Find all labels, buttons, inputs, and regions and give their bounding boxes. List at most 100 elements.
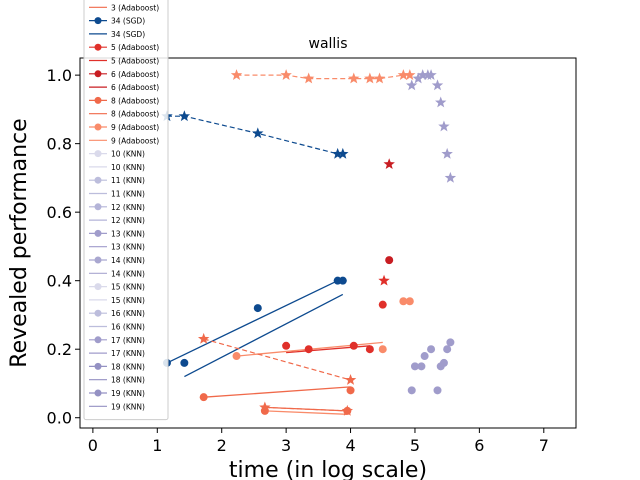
dot-point-4-0 [199, 393, 208, 402]
y-tick-label: 0.2 [47, 340, 72, 359]
series-line-4 [203, 386, 351, 398]
x-tick-label: 5 [410, 436, 420, 455]
legend-label: 6 (Adaboost) [111, 70, 159, 79]
dot-point-1-1 [378, 345, 387, 354]
legend-label: 9 (Adaboost) [111, 123, 159, 132]
dot-point-6-2 [417, 362, 426, 371]
y-tick-label: 1.0 [47, 66, 72, 85]
star-point-1-3 [348, 72, 360, 84]
star-point-0-4 [337, 147, 349, 159]
dot-point-2-2 [349, 341, 358, 350]
y-tick-label: 0.0 [47, 409, 72, 428]
dot-point-3-0 [385, 256, 394, 265]
legend-marker [94, 150, 102, 158]
legend-label: 10 (KNN) [111, 150, 145, 159]
x-tick-label: 7 [539, 436, 549, 455]
series-line-0 [184, 293, 344, 378]
star-point-1-0 [230, 69, 243, 80]
star-series-line-1 [236, 74, 410, 80]
legend-label: 16 (KNN) [111, 323, 145, 332]
legend-marker [94, 362, 102, 370]
legend-marker [94, 309, 102, 317]
y-tick-label: 0.8 [47, 135, 72, 154]
dot-point-2-3 [365, 345, 374, 354]
legend-marker [94, 203, 102, 211]
dot-point-6-1 [410, 362, 419, 371]
x-tick-label: 2 [217, 436, 227, 455]
legend-label: 15 (KNN) [111, 296, 145, 305]
legend-marker [94, 229, 102, 237]
star-point-6-4 [425, 69, 437, 80]
legend-marker [94, 43, 102, 51]
star-series-line-4 [203, 338, 351, 381]
dot-point-6-7 [439, 358, 448, 367]
legend-label: 19 (KNN) [111, 402, 145, 411]
legend-label: 3 (Adaboost) [111, 3, 159, 12]
dot-point-2-1 [304, 345, 313, 354]
legend-marker [94, 283, 102, 291]
legend: 3 (Adaboost)3 (Adaboost)34 (SGD)34 (SGD)… [83, 0, 169, 421]
legend-marker [94, 389, 102, 397]
legend-label: 8 (Adaboost) [111, 96, 159, 105]
star-point-1-4 [364, 72, 376, 84]
star-point-6-8 [441, 147, 453, 159]
legend-marker [94, 96, 102, 104]
legend-label: 14 (KNN) [111, 269, 145, 278]
dot-point-6-8 [443, 345, 452, 354]
dot-point-1-3 [405, 297, 414, 306]
legend-marker [94, 336, 102, 344]
star-point-4-0 [197, 332, 210, 344]
plot-frame [79, 57, 577, 429]
legend-label: 17 (KNN) [111, 336, 145, 345]
star-point-1-7 [404, 69, 416, 80]
legend-label: 34 (SGD) [111, 30, 145, 39]
legend-label: 17 (KNN) [111, 349, 145, 358]
x-tick-label: 6 [474, 436, 484, 455]
star-point-1-5 [373, 72, 386, 84]
star-point-6-1 [412, 72, 424, 84]
star-point-1-1 [280, 69, 292, 80]
legend-box [83, 0, 169, 421]
dot-point-6-3 [420, 352, 429, 361]
legend-label: 34 (SGD) [111, 17, 145, 26]
star-point-6-9 [444, 171, 457, 183]
y-tick-label: 0.4 [47, 272, 72, 291]
star-point-6-2 [416, 69, 429, 80]
series-line-1 [166, 280, 338, 364]
dot-point-5-1 [343, 406, 352, 415]
x-tick-label: 4 [345, 436, 355, 455]
star-point-5-0 [259, 401, 271, 413]
legend-marker [94, 256, 102, 264]
dot-point-0-4 [338, 276, 347, 285]
legend-label: 10 (KNN) [111, 163, 145, 172]
legend-label: 11 (KNN) [111, 176, 145, 185]
star-point-3-0 [378, 274, 390, 286]
legend-marker [94, 123, 102, 131]
dot-point-6-5 [433, 386, 442, 395]
star-point-0-3 [331, 147, 344, 159]
dot-point-0-2 [253, 304, 262, 313]
x-tick-label: 1 [152, 436, 162, 455]
legend-label: 5 (Adaboost) [111, 57, 159, 66]
legend-label: 6 (Adaboost) [111, 83, 159, 92]
dot-point-4-1 [346, 386, 355, 395]
star-point-1-6 [397, 69, 410, 80]
star-point-1-2 [302, 72, 315, 84]
x-axis-label: time (in log scale) [229, 458, 427, 480]
dot-point-6-4 [427, 345, 436, 354]
legend-marker [94, 176, 102, 184]
series-line-6 [264, 410, 348, 415]
legend-label: 8 (Adaboost) [111, 110, 159, 119]
star-point-2-0 [383, 158, 395, 170]
star-series-line-5 [264, 406, 348, 412]
dot-point-2-0 [282, 341, 291, 350]
star-point-6-5 [431, 79, 444, 91]
axis-ticks: 0 1 2 3 4 5 6 7 0.0 0.2 0.4 0.6 0.8 1.0 [47, 66, 549, 455]
dot-point-6-0 [407, 386, 416, 395]
legend-label: 5 (Adaboost) [111, 43, 159, 52]
y-tick-label: 0.6 [47, 203, 72, 222]
legend-label: 13 (KNN) [111, 229, 145, 238]
legend-label: 19 (KNN) [111, 389, 145, 398]
x-tick-label: 0 [88, 436, 98, 455]
